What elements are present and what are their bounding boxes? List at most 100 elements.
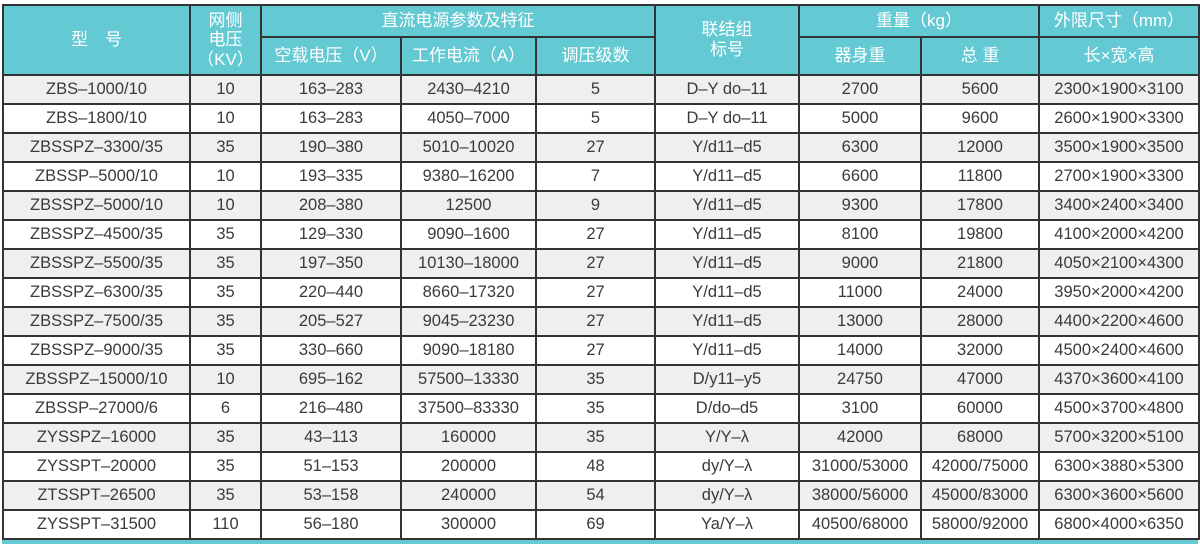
- table-row: ZBSSPZ–5000/10 10 208–380 12500 9 Y/d11–…: [2, 190, 1200, 221]
- bottom-accent-bar: [2, 540, 1198, 544]
- cell-body-weight: 9000: [798, 248, 922, 279]
- header-dimensions-group: 外限尺寸（mm）: [1038, 4, 1200, 38]
- cell-model: ZBSSP–27000/6: [2, 393, 191, 424]
- cell-connection-group: Y/d11–d5: [654, 132, 800, 163]
- cell-working-current: 10130–18000: [400, 248, 537, 279]
- cell-working-current: 300000: [400, 509, 537, 540]
- header-no-load-voltage: 空载电压（V）: [260, 36, 402, 76]
- table-row: ZBSSPZ–15000/10 10 695–162 57500–13330 3…: [2, 364, 1200, 395]
- cell-model: ZBSSPZ–4500/35: [2, 219, 191, 250]
- cell-working-current: 9090–18180: [400, 335, 537, 366]
- cell-regulation-steps: 9: [535, 190, 656, 221]
- cell-no-load-voltage: 197–350: [260, 248, 402, 279]
- header-total-weight: 总 重: [920, 36, 1040, 76]
- cell-regulation-steps: 35: [535, 364, 656, 395]
- cell-connection-group: Y/d11–d5: [654, 161, 800, 192]
- cell-connection-group: dy/Y–λ: [654, 451, 800, 482]
- cell-connection-group: D/y11–y5: [654, 364, 800, 395]
- cell-body-weight: 40500/68000: [798, 509, 922, 540]
- header-weight-group: 重量（kg）: [798, 4, 1040, 38]
- cell-dimensions: 4050×2100×4300: [1038, 248, 1200, 279]
- cell-no-load-voltage: 43–113: [260, 422, 402, 453]
- cell-no-load-voltage: 193–335: [260, 161, 402, 192]
- cell-dimensions: 4400×2200×4600: [1038, 306, 1200, 337]
- cell-working-current: 200000: [400, 451, 537, 482]
- cell-total-weight: 17800: [920, 190, 1040, 221]
- cell-working-current: 12500: [400, 190, 537, 221]
- header-working-current: 工作电流（A）: [400, 36, 537, 76]
- cell-working-current: 240000: [400, 480, 537, 511]
- cell-dimensions: 6300×3600×5600: [1038, 480, 1200, 511]
- cell-connection-group: Y/Y–λ: [654, 422, 800, 453]
- cell-total-weight: 32000: [920, 335, 1040, 366]
- cell-body-weight: 8100: [798, 219, 922, 250]
- cell-model: ZBSSPZ–3300/35: [2, 132, 191, 163]
- table-row: ZYSSPZ–16000 35 43–113 160000 35 Y/Y–λ 4…: [2, 422, 1200, 453]
- cell-total-weight: 45000/83000: [920, 480, 1040, 511]
- cell-connection-group: D–Y do–11: [654, 103, 800, 134]
- cell-model: ZYSSPZ–16000: [2, 422, 191, 453]
- cell-regulation-steps: 69: [535, 509, 656, 540]
- cell-regulation-steps: 27: [535, 248, 656, 279]
- cell-regulation-steps: 54: [535, 480, 656, 511]
- table-row: ZBS–1000/10 10 163–283 2430–4210 5 D–Y d…: [2, 74, 1200, 105]
- cell-dimensions: 6300×3880×5300: [1038, 451, 1200, 482]
- table-row: ZBSSPZ–4500/35 35 129–330 9090–1600 27 Y…: [2, 219, 1200, 250]
- table-header: 型 号 网侧 电压 （KV） 直流电源参数及特征 联结组 标号 重量（kg） 外…: [2, 4, 1200, 76]
- cell-connection-group: Ya/Y–λ: [654, 509, 800, 540]
- cell-body-weight: 5000: [798, 103, 922, 134]
- cell-model: ZTSSPT–26500: [2, 480, 191, 511]
- header-connection-group: 联结组 标号: [654, 4, 800, 76]
- cell-grid-voltage: 6: [189, 393, 262, 424]
- cell-working-current: 9090–1600: [400, 219, 537, 250]
- header-model: 型 号: [2, 4, 191, 76]
- cell-body-weight: 3100: [798, 393, 922, 424]
- cell-grid-voltage: 10: [189, 103, 262, 134]
- cell-model: ZBSSPZ–9000/35: [2, 335, 191, 366]
- cell-dimensions: 3500×1900×3500: [1038, 132, 1200, 163]
- cell-no-load-voltage: 205–527: [260, 306, 402, 337]
- cell-regulation-steps: 27: [535, 277, 656, 308]
- cell-model: ZBSSPZ–6300/35: [2, 277, 191, 308]
- table-row: ZBSSPZ–6300/35 35 220–440 8660–17320 27 …: [2, 277, 1200, 308]
- cell-working-current: 5010–10020: [400, 132, 537, 163]
- cell-total-weight: 9600: [920, 103, 1040, 134]
- cell-grid-voltage: 35: [189, 335, 262, 366]
- cell-model: ZBSSPZ–5000/10: [2, 190, 191, 221]
- cell-model: ZBS–1000/10: [2, 74, 191, 105]
- cell-no-load-voltage: 56–180: [260, 509, 402, 540]
- cell-total-weight: 60000: [920, 393, 1040, 424]
- cell-working-current: 4050–7000: [400, 103, 537, 134]
- cell-total-weight: 47000: [920, 364, 1040, 395]
- cell-regulation-steps: 27: [535, 132, 656, 163]
- cell-dimensions: 4500×2400×4600: [1038, 335, 1200, 366]
- cell-no-load-voltage: 208–380: [260, 190, 402, 221]
- table-row: ZBS–1800/10 10 163–283 4050–7000 5 D–Y d…: [2, 103, 1200, 134]
- cell-grid-voltage: 35: [189, 480, 262, 511]
- cell-connection-group: Y/d11–d5: [654, 248, 800, 279]
- cell-grid-voltage: 35: [189, 306, 262, 337]
- table-row: ZBSSP–27000/6 6 216–480 37500–83330 35 D…: [2, 393, 1200, 424]
- cell-regulation-steps: 27: [535, 335, 656, 366]
- cell-grid-voltage: 35: [189, 451, 262, 482]
- table-row: ZBSSPZ–5500/35 35 197–350 10130–18000 27…: [2, 248, 1200, 279]
- cell-body-weight: 6300: [798, 132, 922, 163]
- table-row: ZYSSPT–20000 35 51–153 200000 48 dy/Y–λ …: [2, 451, 1200, 482]
- cell-connection-group: Y/d11–d5: [654, 306, 800, 337]
- cell-total-weight: 21800: [920, 248, 1040, 279]
- cell-model: ZBS–1800/10: [2, 103, 191, 134]
- cell-body-weight: 11000: [798, 277, 922, 308]
- cell-regulation-steps: 48: [535, 451, 656, 482]
- cell-dimensions: 2700×1900×3300: [1038, 161, 1200, 192]
- table-row: ZBSSPZ–3300/35 35 190–380 5010–10020 27 …: [2, 132, 1200, 163]
- cell-dimensions: 5700×3200×5100: [1038, 422, 1200, 453]
- cell-body-weight: 13000: [798, 306, 922, 337]
- cell-no-load-voltage: 163–283: [260, 74, 402, 105]
- cell-no-load-voltage: 163–283: [260, 103, 402, 134]
- cell-dimensions: 3400×2400×3400: [1038, 190, 1200, 221]
- cell-grid-voltage: 35: [189, 132, 262, 163]
- header-grid-voltage: 网侧 电压 （KV）: [189, 4, 262, 76]
- cell-connection-group: Y/d11–d5: [654, 219, 800, 250]
- cell-grid-voltage: 35: [189, 422, 262, 453]
